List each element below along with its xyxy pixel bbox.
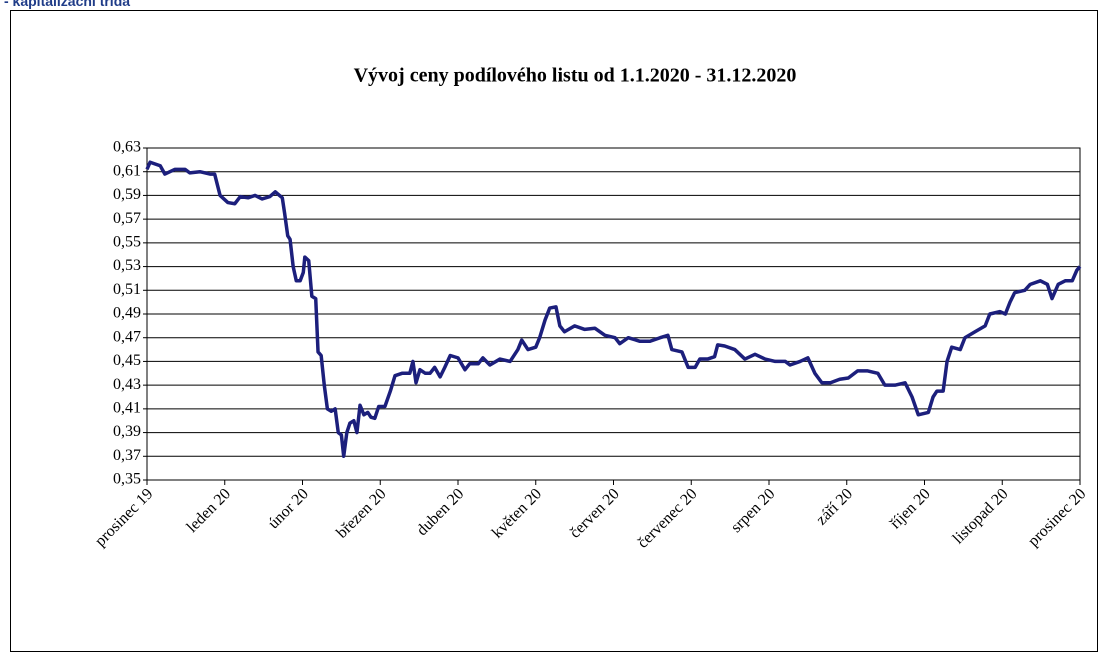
- x-tick-label: únor 20: [265, 485, 312, 532]
- x-tick-label: březen 20: [333, 485, 389, 541]
- x-tick-label: duben 20: [414, 485, 468, 539]
- price-line: [145, 160, 1082, 459]
- y-tick-label: 0,37: [113, 447, 141, 464]
- x-tick-label: říjen 20: [887, 485, 934, 532]
- y-tick-label: 0,53: [113, 257, 141, 274]
- x-tick-label: červenec 20: [634, 485, 700, 551]
- x-tick-label: prosinec 19: [92, 485, 156, 549]
- y-tick-label: 0,45: [113, 352, 141, 369]
- chart-title: Vývoj ceny podílového listu od 1.1.2020 …: [354, 65, 797, 87]
- y-tick-label: 0,61: [113, 162, 141, 179]
- x-tick-label: listopad 20: [950, 485, 1012, 547]
- x-tick-label: leden 20: [184, 485, 235, 536]
- y-tick-label: 0,41: [113, 400, 141, 417]
- y-tick-label: 0,35: [113, 471, 141, 488]
- x-tick-label: srpen 20: [728, 485, 779, 536]
- y-tick-label: 0,39: [113, 423, 141, 440]
- y-tick-label: 0,47: [113, 328, 141, 345]
- y-tick-label: 0,51: [113, 281, 141, 298]
- header: - kapitalizační třída: [4, 0, 131, 9]
- x-tick-label: prosinec 20: [1025, 485, 1089, 549]
- y-tick-label: 0,57: [113, 210, 141, 227]
- chart: Vývoj ceny podílového listu od 1.1.2020 …: [92, 65, 1089, 552]
- page: - kapitalizační třída Vývoj ceny podílov…: [4, 0, 1098, 652]
- y-tick-label: 0,59: [113, 186, 141, 203]
- x-tick-label: září 20: [813, 485, 856, 528]
- x-tick-label: květen 20: [489, 485, 545, 541]
- y-tick-label: 0,49: [113, 305, 141, 322]
- y-tick-label: 0,63: [113, 139, 141, 156]
- y-tick-label: 0,43: [113, 376, 141, 393]
- x-tick-label: červen 20: [567, 485, 623, 541]
- y-tick-label: 0,55: [113, 234, 141, 251]
